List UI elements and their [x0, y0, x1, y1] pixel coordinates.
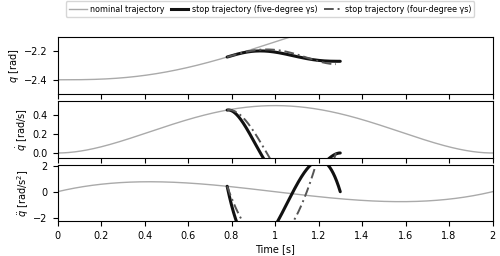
- Y-axis label: $q$ [rad]: $q$ [rad]: [8, 48, 22, 83]
- Y-axis label: $\ddot{q}$ [rad/s$^2$]: $\ddot{q}$ [rad/s$^2$]: [15, 169, 30, 217]
- Y-axis label: $\dot{q}$ [rad/s]: $\dot{q}$ [rad/s]: [14, 108, 30, 151]
- X-axis label: Time [s]: Time [s]: [255, 244, 295, 254]
- Legend: nominal trajectory, stop trajectory (five-degree γs), stop trajectory (four-degr: nominal trajectory, stop trajectory (fiv…: [66, 2, 474, 17]
